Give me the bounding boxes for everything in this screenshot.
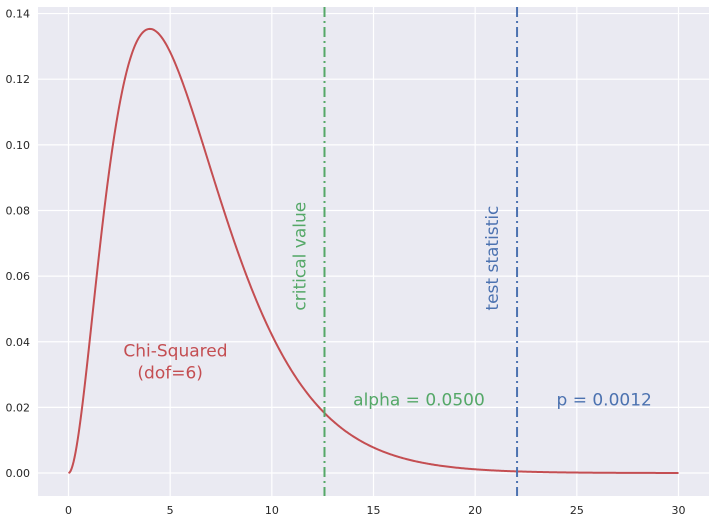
curve-label-line: Chi-Squared (123, 342, 227, 362)
tick-labels: 0 5 10 15 20 25 30 0.00 0.02 0.04 0.06 0.08 0.10 0.12… (6, 8, 686, 517)
y-tick-label: 0.06 (6, 270, 31, 283)
y-tick-label: 0.00 (6, 467, 31, 480)
curve-label: Chi-Squared (dof=6) (123, 342, 227, 384)
annotations: alpha = 0.0500 p = 0.0012 (353, 391, 652, 411)
x-tick-label: 30 (672, 504, 686, 517)
x-tick-label: 15 (367, 504, 381, 517)
annotation-text: p = 0.0012 (557, 391, 652, 411)
y-tick-label: 0.14 (6, 8, 31, 21)
reference-lines: critical value test statistic (290, 7, 519, 496)
y-tick-label: 0.12 (6, 73, 31, 86)
x-tick-label: 0 (65, 504, 72, 517)
x-tick-label: 20 (468, 504, 482, 517)
y-tick-label: 0.04 (6, 336, 31, 349)
reference-line-label: critical value (290, 202, 310, 311)
grid (38, 7, 709, 496)
reference-line-label: test statistic (483, 206, 503, 311)
chi-squared-curve (68, 27, 679, 474)
y-tick-label: 0.10 (6, 139, 31, 152)
y-tick-label: 0.02 (6, 401, 31, 414)
curve-layer: Chi-Squared (dof=6) (68, 27, 679, 474)
y-tick-label: 0.08 (6, 204, 31, 217)
x-tick-label: 10 (265, 504, 279, 517)
x-tick-label: 5 (167, 504, 174, 517)
annotation-text: alpha = 0.0500 (353, 391, 485, 411)
x-tick-label: 25 (570, 504, 584, 517)
curve-label-line: (dof=6) (137, 364, 203, 384)
